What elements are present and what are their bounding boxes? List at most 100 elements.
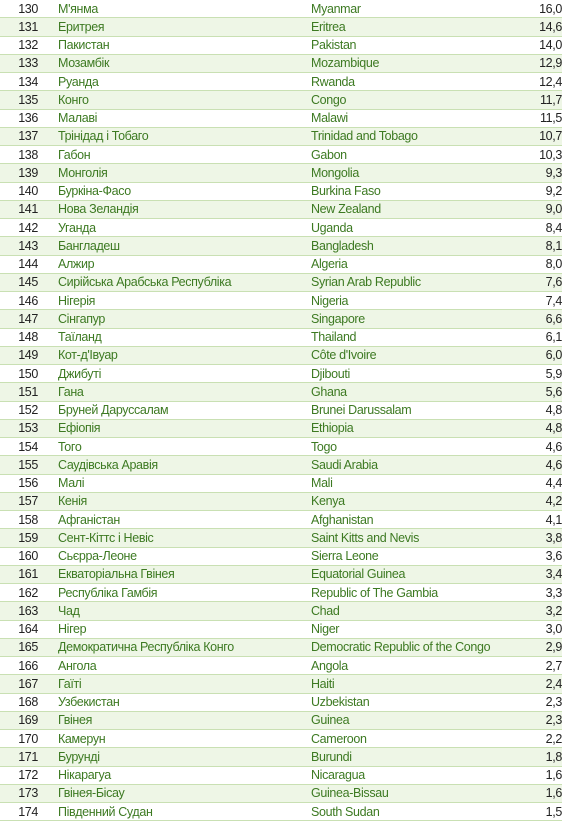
english-name-cell: Haiti — [311, 676, 335, 691]
table-row: 160 Сьєрра-Леоне Sierra Leone 3,6 — [0, 548, 562, 566]
ukrainian-name-cell: Малаві — [58, 111, 98, 126]
table-row: 145 Сирійська Арабська Республіка Syrian A… — [0, 273, 562, 292]
ukrainian-name-cell: Мозамбік — [58, 56, 110, 71]
ukrainian-name-cell: Саудівська Аравія — [58, 457, 158, 472]
english-name-cell: Guinea-Bissau — [311, 786, 389, 801]
ukrainian-name-cell: Кенія — [58, 494, 87, 509]
ukrainian-name-cell: Гана — [58, 384, 84, 399]
rank-cell: 149 — [18, 348, 38, 363]
rank-cell: 137 — [18, 129, 38, 144]
rank-cell: 168 — [18, 695, 38, 710]
english-name-cell: Malawi — [311, 111, 348, 126]
table-row: 141 Нова Зеландія New Zealand 9,0 — [0, 200, 562, 219]
value-cell: 2,3 — [545, 695, 562, 710]
table-row: 154 Того Togo 4,6 — [0, 438, 562, 457]
ukrainian-name-cell: Конго — [58, 92, 89, 107]
value-cell: 8,1 — [545, 238, 562, 253]
rank-cell: 160 — [18, 549, 38, 564]
rank-cell: 133 — [18, 56, 38, 71]
value-cell: 6,1 — [545, 330, 562, 345]
english-name-cell: Myanmar — [311, 1, 361, 16]
rank-cell: 142 — [18, 220, 38, 235]
rank-cell: 144 — [18, 257, 38, 272]
english-name-cell: Togo — [311, 439, 337, 454]
ukrainian-name-cell: Монголія — [58, 165, 108, 180]
table-row: 147 Сінгапур Singapore 6,6 — [0, 310, 562, 329]
english-name-cell: Niger — [311, 622, 340, 637]
english-name-cell: New Zealand — [311, 202, 381, 217]
table-row: 172 Нікарагуа Nicaragua 1,6 — [0, 767, 562, 785]
rank-cell: 154 — [18, 439, 38, 454]
value-cell: 6,0 — [545, 348, 562, 363]
english-name-cell: Pakistan — [311, 38, 357, 53]
rank-cell: 148 — [18, 330, 38, 345]
rank-cell: 167 — [18, 676, 38, 691]
rank-cell: 145 — [18, 275, 38, 290]
rank-cell: 136 — [18, 111, 38, 126]
table-row: 134 Руанда Rwanda 12,4 — [0, 73, 562, 92]
table-row: 137 Трінідад і Тобаго Trinidad and Tobago 1… — [0, 127, 562, 146]
table-row: 143 Бангладеш Bangladesh 8,1 — [0, 237, 562, 256]
rank-cell: 170 — [18, 731, 38, 746]
rank-cell: 132 — [18, 38, 38, 53]
value-cell: 12,4 — [539, 74, 562, 89]
english-name-cell: Mozambique — [311, 56, 380, 71]
table-row: 153 Ефіопія Ethiopia 4,8 — [0, 419, 562, 438]
table-row: 146 Нігерія Nigeria 7,4 — [0, 292, 562, 311]
ukrainian-name-cell: Джибуті — [58, 366, 101, 381]
ukrainian-name-cell: Руанда — [58, 74, 99, 89]
table-row: 139 Монголія Mongolia 9,3 — [0, 164, 562, 183]
value-cell: 14,6 — [539, 19, 562, 34]
value-cell: 9,2 — [545, 184, 562, 199]
value-cell: 3,2 — [545, 603, 562, 618]
english-name-cell: Sierra Leone — [311, 549, 379, 564]
table-row: 149 Кот-д'Івуар Côte d'Ivoire 6,0 — [0, 346, 562, 365]
ukrainian-name-cell: Нігер — [58, 622, 87, 637]
value-cell: 1,6 — [545, 768, 562, 783]
rank-cell: 135 — [18, 92, 38, 107]
ukrainian-name-cell: Гвінея — [58, 713, 93, 728]
english-name-cell: Afghanistan — [311, 512, 374, 527]
ukrainian-name-cell: Сирійська Арабська Республіка — [58, 275, 232, 290]
ukrainian-name-cell: Кот-д'Івуар — [58, 348, 118, 363]
value-cell: 3,8 — [545, 530, 562, 545]
value-cell: 14,0 — [539, 38, 562, 53]
rank-cell: 138 — [18, 147, 38, 162]
value-cell: 7,6 — [545, 275, 562, 290]
english-name-cell: Angola — [311, 658, 348, 673]
english-name-cell: Côte d'Ivoire — [311, 348, 377, 363]
table-row: 140 Буркіна-Фасо Burkina Faso 9,2 — [0, 183, 562, 201]
table-row: 157 Кенія Kenya 4,2 — [0, 492, 562, 511]
english-name-cell: Kenya — [311, 494, 345, 509]
value-cell: 6,6 — [545, 311, 562, 326]
table-row: 159 Сент-Кіттс і Невіс Saint Kitts and Nev… — [0, 529, 562, 548]
rank-cell: 169 — [18, 713, 38, 728]
english-name-cell: Nigeria — [311, 293, 349, 308]
value-cell: 12,9 — [539, 56, 562, 71]
rank-cell: 171 — [18, 749, 38, 764]
table-row: 151 Гана Ghana 5,6 — [0, 383, 562, 402]
rank-cell: 143 — [18, 238, 38, 253]
value-cell: 5,6 — [545, 384, 562, 399]
value-cell: 8,0 — [545, 257, 562, 272]
ukrainian-name-cell: Сьєрра-Леоне — [58, 549, 137, 564]
ukrainian-name-cell: Узбекистан — [58, 695, 120, 710]
english-name-cell: Equatorial Guinea — [311, 567, 406, 582]
table-row: 133 Мозамбік Mozambique 12,9 — [0, 54, 562, 73]
english-name-cell: Congo — [311, 92, 347, 107]
english-name-cell: Burkina Faso — [311, 184, 381, 199]
english-name-cell: Guinea — [311, 713, 350, 728]
english-name-cell: Gabon — [311, 147, 347, 162]
value-cell: 1,6 — [545, 786, 562, 801]
ukrainian-name-cell: Екваторіальна Гвінея — [58, 567, 175, 582]
rank-cell: 162 — [18, 585, 38, 600]
rank-cell: 157 — [18, 494, 38, 509]
english-name-cell: Thailand — [311, 330, 357, 345]
value-cell: 4,2 — [545, 494, 562, 509]
ukrainian-name-cell: М'янма — [58, 1, 98, 16]
english-name-cell: Singapore — [311, 311, 365, 326]
ukrainian-name-cell: Ангола — [58, 658, 97, 673]
table-row: 150 Джибуті Djibouti 5,9 — [0, 365, 562, 384]
rank-cell: 172 — [18, 768, 38, 783]
